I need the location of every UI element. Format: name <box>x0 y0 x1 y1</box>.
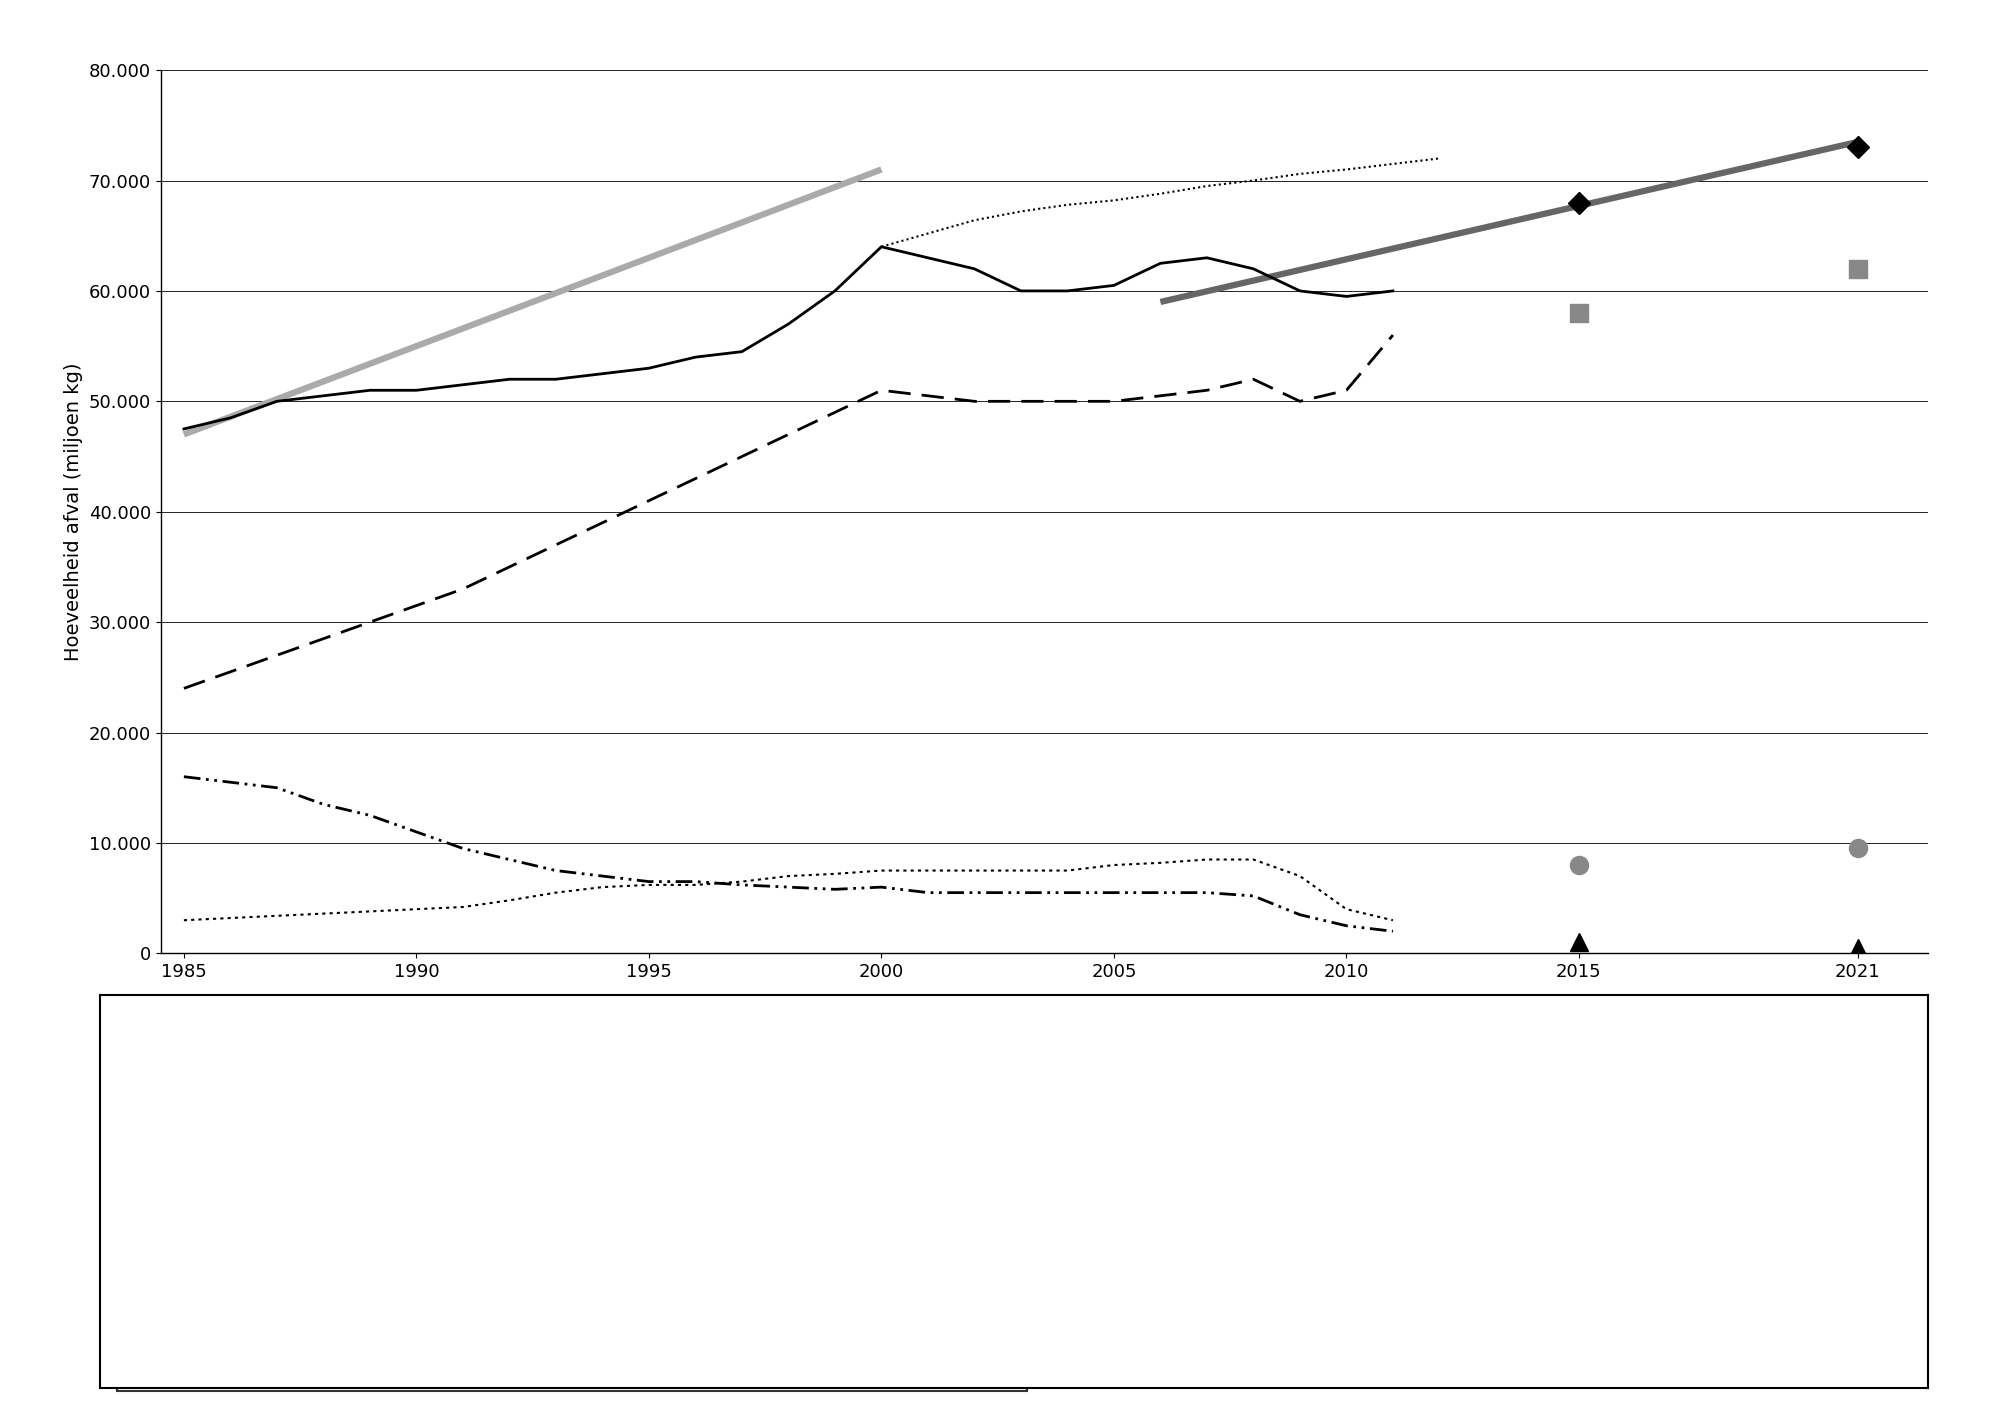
Y-axis label: Hoeveelheid afval (miljoen kg): Hoeveelheid afval (miljoen kg) <box>64 363 82 660</box>
Legend: Afvalaanbod volgens BBP 1985–2000, Afvalaanbod prognose 2000–2012, Afvalaanbod p: Afvalaanbod volgens BBP 1985–2000, Afval… <box>116 1157 1026 1391</box>
